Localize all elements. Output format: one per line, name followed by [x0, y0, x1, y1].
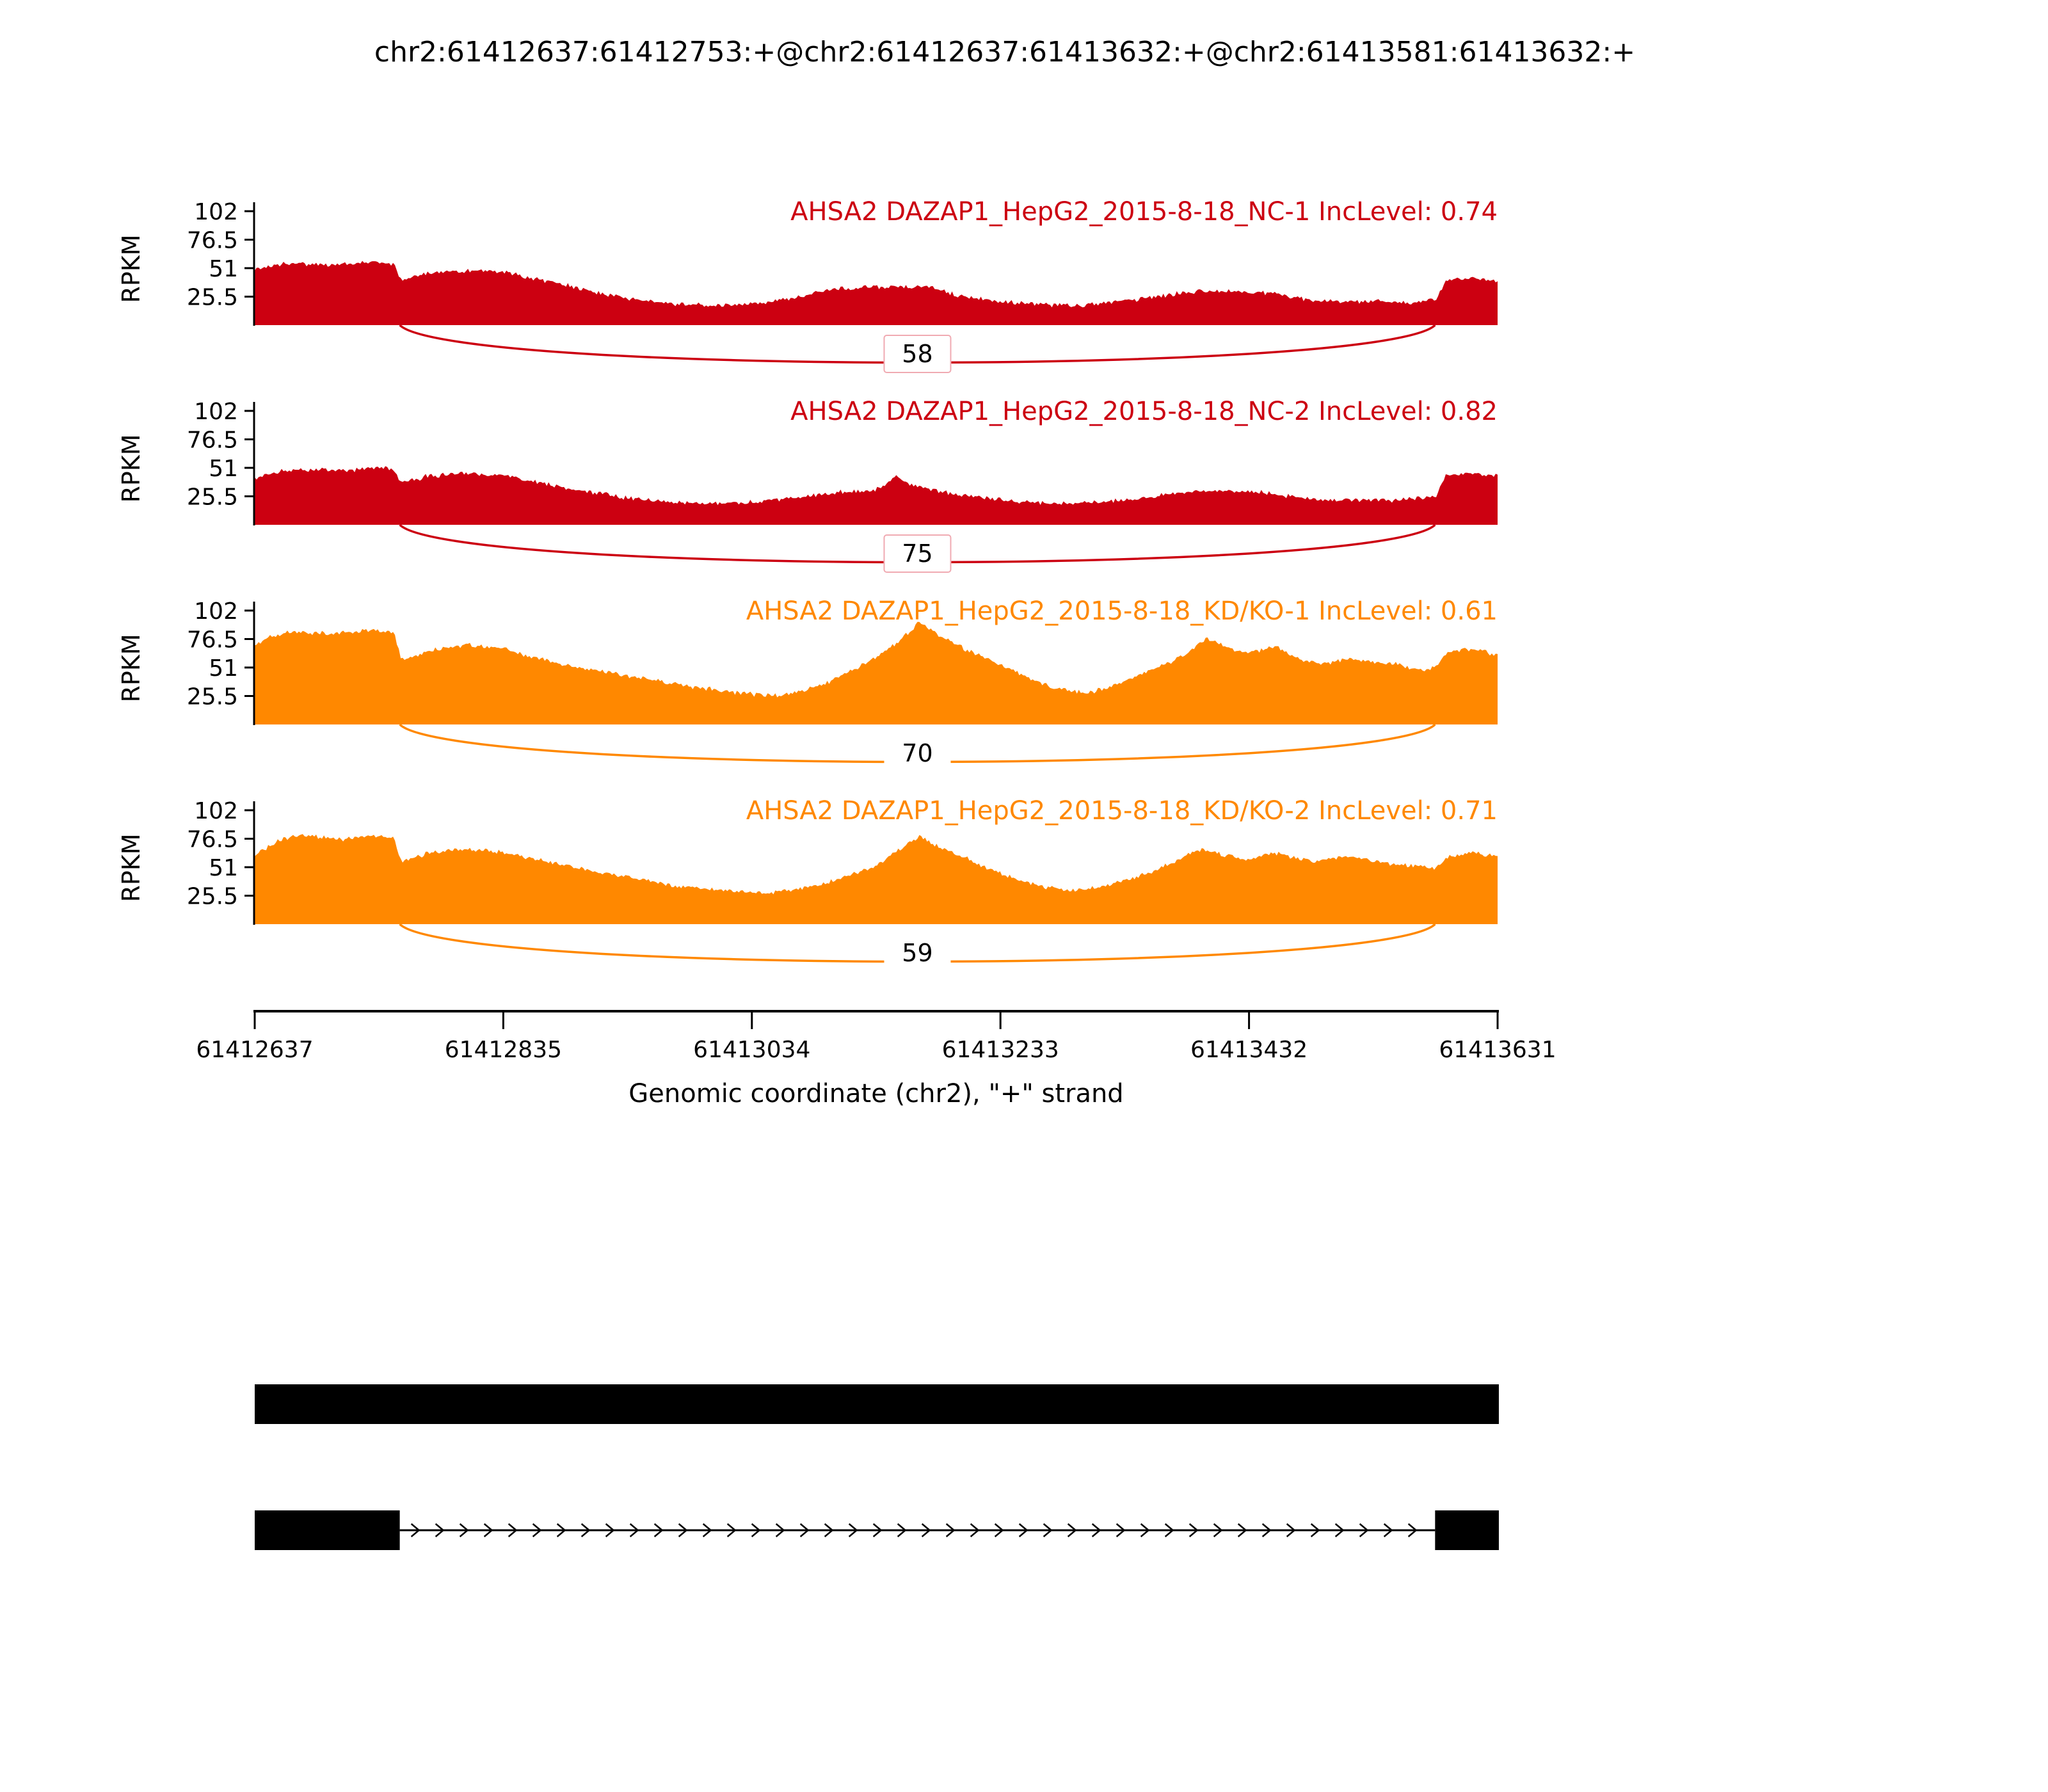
intron-arrow-icon	[629, 1523, 639, 1537]
intron-arrow-icon	[1116, 1523, 1126, 1537]
exon-bar-inclusion-isoform	[255, 1384, 1499, 1424]
intron-arrow-icon	[1043, 1523, 1053, 1537]
x-tick-label: 61412835	[445, 1037, 562, 1063]
y-tick-label: 51	[209, 256, 238, 282]
intron-arrow-icon	[1383, 1523, 1393, 1537]
coverage-area-track-1	[255, 260, 1498, 325]
intron-arrow-icon	[678, 1523, 688, 1537]
figure-title: chr2:61412637:61412753:+@chr2:61412637:6…	[374, 36, 1636, 68]
coverage-area-track-3	[255, 621, 1498, 724]
y-tick-label: 51	[209, 456, 238, 482]
x-tick-label: 61413432	[1190, 1037, 1308, 1063]
y-tick-label: 76.5	[187, 428, 238, 454]
intron-arrow-icon	[1091, 1523, 1101, 1537]
y-axis-title: RPKM	[117, 434, 145, 502]
y-tick-label: 76.5	[187, 827, 238, 853]
x-tick-label: 61412637	[196, 1037, 313, 1063]
intron-arrow-icon	[508, 1523, 518, 1537]
intron-arrow-icon	[945, 1523, 956, 1537]
track-label-4: AHSA2 DAZAP1_HepG2_2015-8-18_KD/KO-2 Inc…	[746, 796, 1498, 826]
intron-arrow-icon	[1261, 1523, 1272, 1537]
intron-arrow-icon	[1018, 1523, 1028, 1537]
track-label-2: AHSA2 DAZAP1_HepG2_2015-8-18_NC-2 IncLev…	[790, 397, 1498, 426]
y-tick-label: 102	[194, 798, 238, 824]
y-tick-label: 25.5	[187, 484, 238, 511]
intron-arrow-icon	[775, 1523, 785, 1537]
intron-arrow-icon	[994, 1523, 1004, 1537]
intron-arrow-icon	[799, 1523, 810, 1537]
junction-count-box-track-1	[883, 335, 952, 373]
coverage-area-track-2	[255, 466, 1498, 525]
x-axis-label: Genomic coordinate (chr2), "+" strand	[628, 1079, 1124, 1108]
x-tick-label: 61413034	[693, 1037, 810, 1063]
junction-count-box-track-3	[884, 735, 951, 772]
intron-arrow-icon	[1286, 1523, 1296, 1537]
intron-arrow-icon	[897, 1523, 907, 1537]
intron-arrow-icon	[459, 1523, 469, 1537]
exon-bar-skipping-isoform	[1435, 1510, 1499, 1550]
y-tick-label: 76.5	[187, 627, 238, 653]
intron-arrow-icon	[483, 1523, 493, 1537]
intron-arrow-icon	[1359, 1523, 1369, 1537]
intron-arrow-icon	[410, 1523, 420, 1537]
y-tick-label: 25.5	[187, 684, 238, 710]
intron-arrow-icon	[435, 1523, 445, 1537]
y-axis-title: RPKM	[117, 234, 145, 303]
junction-count-track-4: 59	[902, 939, 932, 967]
intron-arrow-icon	[1164, 1523, 1174, 1537]
y-axis-title: RPKM	[117, 833, 145, 902]
junction-count-track-1: 58	[902, 340, 932, 368]
junction-count-box-track-4	[884, 934, 951, 972]
intron-arrow-icon	[872, 1523, 883, 1537]
intron-arrow-icon	[751, 1523, 761, 1537]
y-tick-label: 102	[194, 399, 238, 425]
intron-arrow-icon	[1067, 1523, 1077, 1537]
intron-arrow-icon	[1310, 1523, 1320, 1537]
intron-arrow-icon	[1188, 1523, 1199, 1537]
y-tick-label: 25.5	[187, 285, 238, 311]
coverage-area-track-4	[255, 834, 1498, 924]
intron-arrow-icon	[1407, 1523, 1418, 1537]
y-axis-title: RPKM	[117, 634, 145, 702]
y-tick-label: 25.5	[187, 884, 238, 910]
y-tick-label: 51	[209, 655, 238, 682]
intron-arrow-icon	[824, 1523, 834, 1537]
x-tick-label: 61413631	[1439, 1037, 1556, 1063]
intron-arrow-icon	[580, 1523, 591, 1537]
track-label-3: AHSA2 DAZAP1_HepG2_2015-8-18_KD/KO-1 Inc…	[746, 596, 1498, 626]
junction-count-box-track-2	[883, 534, 952, 573]
intron-arrow-icon	[1334, 1523, 1345, 1537]
y-tick-label: 76.5	[187, 228, 238, 254]
exon-bar-skipping-isoform	[255, 1510, 400, 1550]
intron-arrow-icon	[556, 1523, 566, 1537]
intron-arrow-icon	[970, 1523, 980, 1537]
intron-arrow-icon	[1237, 1523, 1247, 1537]
intron-arrow-icon	[605, 1523, 615, 1537]
junction-count-track-3: 70	[902, 739, 932, 767]
intron-arrow-icon	[726, 1523, 737, 1537]
intron-arrow-icon	[1213, 1523, 1223, 1537]
y-tick-label: 102	[194, 199, 238, 225]
x-tick-label: 61413233	[942, 1037, 1059, 1063]
y-tick-label: 51	[209, 855, 238, 881]
intron-arrow-icon	[702, 1523, 712, 1537]
y-tick-label: 102	[194, 598, 238, 625]
intron-arrow-icon	[653, 1523, 664, 1537]
intron-arrow-icon	[848, 1523, 858, 1537]
intron-arrow-icon	[1140, 1523, 1150, 1537]
junction-count-track-2: 75	[902, 540, 932, 568]
intron-arrow-icon	[921, 1523, 931, 1537]
intron-arrow-icon	[532, 1523, 542, 1537]
track-label-1: AHSA2 DAZAP1_HepG2_2015-8-18_NC-1 IncLev…	[790, 197, 1498, 227]
